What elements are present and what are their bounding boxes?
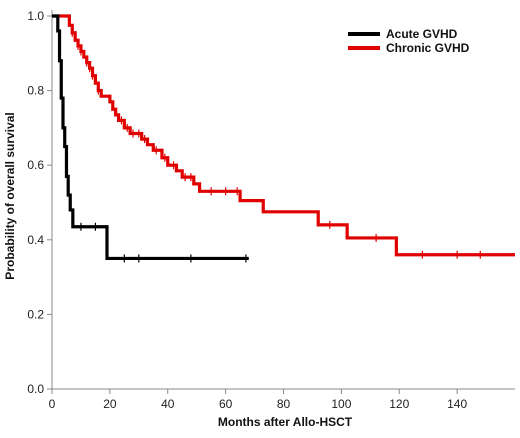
y-tick-label: 0.8 (27, 84, 44, 98)
x-tick-label: 100 (331, 397, 351, 411)
legend-label-acute: Acute GVHD (386, 27, 458, 41)
x-tick-label: 140 (447, 397, 467, 411)
x-tick-label: 20 (103, 397, 117, 411)
x-axis-label: Months after Allo-HSCT (218, 415, 353, 429)
x-tick-label: 80 (277, 397, 291, 411)
x-tick-label: 0 (49, 397, 56, 411)
y-tick-label: 0.4 (27, 233, 44, 247)
x-tick-label: 40 (161, 397, 175, 411)
y-axis: 0.0 0.2 0.4 0.6 0.8 1.0 (27, 9, 53, 396)
y-tick-label: 1.0 (27, 9, 44, 23)
x-tick-label: 120 (389, 397, 409, 411)
y-tick-label: 0.0 (27, 382, 44, 396)
y-axis-label: Probability of overall survival (3, 112, 17, 279)
y-tick-label: 0.2 (27, 307, 44, 321)
x-tick-label: 60 (219, 397, 233, 411)
series-layer (52, 14, 515, 263)
legend: Acute GVHD Chronic GVHD (348, 27, 470, 55)
series-line-acute (52, 14, 249, 261)
x-axis: 0 20 40 60 80 100 120 140 (49, 388, 515, 411)
y-tick-label: 0.6 (27, 158, 44, 172)
legend-label-chronic: Chronic GVHD (386, 41, 470, 55)
